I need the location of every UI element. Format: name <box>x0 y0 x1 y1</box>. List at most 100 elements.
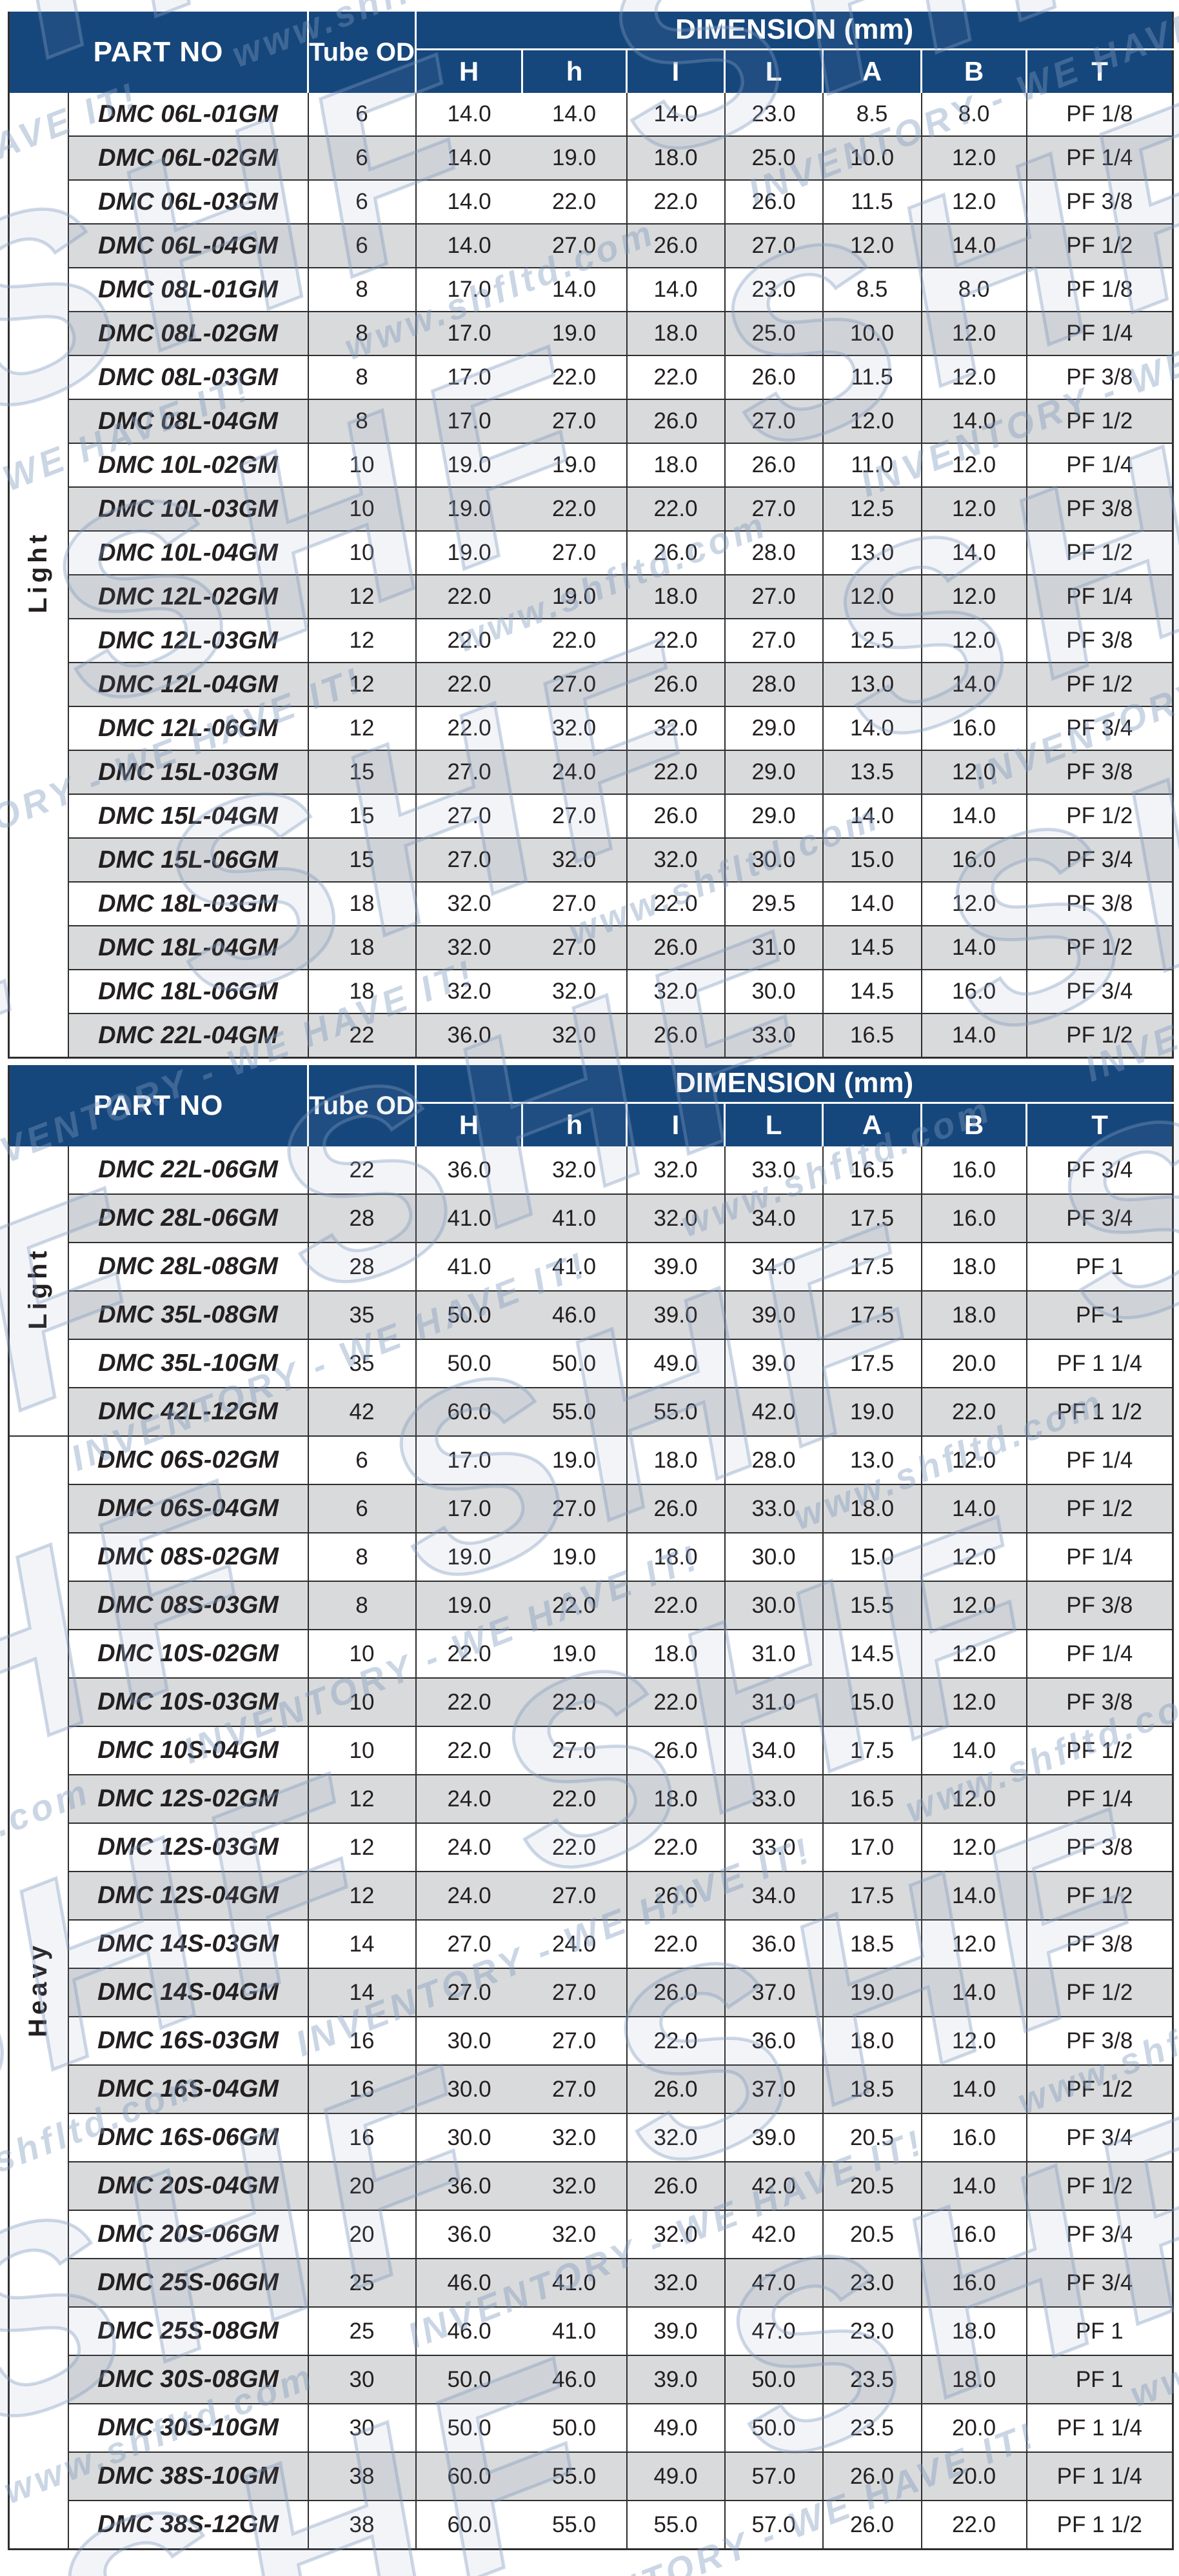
tube-od-cell: 12 <box>307 706 416 751</box>
dim-a-cell: 18.0 <box>822 1484 922 1533</box>
dim-t-cell: PF 3/8 <box>1025 1823 1173 1872</box>
dim-a-cell: 20.5 <box>822 2162 922 2211</box>
header-row-top: PART NO Tube OD DIMENSION (mm) <box>8 12 1173 93</box>
dim-l-cell: 36.0 <box>724 1920 823 1969</box>
dim-l-cell: 31.0 <box>724 1678 823 1727</box>
dim-i-cell: 32.0 <box>626 2113 725 2162</box>
dim-l-cell: 42.0 <box>724 1388 823 1437</box>
dim-h-lower-cell: 41.0 <box>522 1194 627 1243</box>
dim-b-cell: 14.0 <box>920 926 1027 970</box>
tube-od-cell: 28 <box>307 1194 416 1243</box>
table-row: DMC 08L-04GM 8 17.0 27.0 26.0 27.0 12.0 14.0 PF … <box>9 399 1173 444</box>
table-row: DMC 08L-01GM 8 17.0 14.0 14.0 23.0 8.5 8.0 PF 1/… <box>9 268 1173 312</box>
table-row: DMC 16S-03GM 16 30.0 27.0 22.0 36.0 18.0 12.0 PF… <box>9 2017 1173 2066</box>
dim-t-cell: PF 1/4 <box>1025 1775 1173 1824</box>
dim-h-lower-cell: 32.0 <box>522 838 627 883</box>
dim-a-cell: 23.0 <box>822 2307 922 2356</box>
dim-t-cell: PF 1/2 <box>1025 2162 1173 2211</box>
dim-l-cell: 26.0 <box>724 180 823 225</box>
dim-h-lower-cell: 46.0 <box>522 2355 627 2404</box>
tube-od-cell: 6 <box>307 224 416 268</box>
dim-h-cell: 14.0 <box>415 224 522 268</box>
table-row: DMC 12L-06GM 12 22.0 32.0 32.0 29.0 14.0 16.0 PF… <box>9 706 1173 751</box>
dim-t-cell: PF 3/8 <box>1025 355 1173 400</box>
dim-h-cell: 22.0 <box>415 1726 522 1775</box>
dim-b-cell: 18.0 <box>920 2355 1027 2404</box>
dim-b-cell: 18.0 <box>920 1291 1027 1340</box>
dim-i-cell: 18.0 <box>626 443 725 488</box>
dim-i-cell: 22.0 <box>626 750 725 795</box>
dim-i-cell: 22.0 <box>626 1581 725 1630</box>
part-no-cell: DMC 08S-03GM <box>67 1581 308 1630</box>
dim-t-cell: PF 3/4 <box>1025 1194 1173 1243</box>
dim-a-cell: 26.0 <box>822 2501 922 2550</box>
part-no-cell: DMC 30S-08GM <box>67 2355 308 2404</box>
dim-b-cell: 14.0 <box>920 1968 1027 2017</box>
part-no-cell: DMC 06L-03GM <box>67 180 308 225</box>
part-no-cell: DMC 18L-06GM <box>67 970 308 1014</box>
dim-h-cell: 36.0 <box>415 1146 522 1195</box>
dim-b-cell: 12.0 <box>920 180 1027 225</box>
part-no-cell: DMC 38S-10GM <box>67 2452 308 2501</box>
dim-h-cell: 60.0 <box>415 1388 522 1437</box>
dim-h-cell: 27.0 <box>415 1968 522 2017</box>
tube-od-cell: 10 <box>307 1726 416 1775</box>
part-no-cell: DMC 12S-02GM <box>67 1775 308 1824</box>
dim-h-lower-cell: 41.0 <box>522 1243 627 1292</box>
dim-t-cell: PF 1/4 <box>1025 575 1173 619</box>
table-row: DMC 14S-03GM 14 27.0 24.0 22.0 36.0 18.5 12.0 PF… <box>9 1920 1173 1969</box>
dim-h-cell: 19.0 <box>415 531 522 575</box>
dim-a-cell: 23.0 <box>822 2259 922 2308</box>
part-no-cell: DMC 15L-04GM <box>67 794 308 839</box>
column-header-i: I <box>626 1101 725 1146</box>
tube-od-cell: 6 <box>307 1484 416 1533</box>
dim-t-cell: PF 1 1/4 <box>1025 1339 1173 1388</box>
dim-a-cell: 17.5 <box>822 1243 922 1292</box>
table-row: DMC 30S-08GM 30 50.0 46.0 39.0 50.0 23.5 18.0 PF… <box>9 2355 1173 2404</box>
dim-b-cell: 12.0 <box>920 1678 1027 1727</box>
dim-b-cell: 16.0 <box>920 1146 1027 1195</box>
dim-l-cell: 50.0 <box>724 2355 823 2404</box>
dim-h-cell: 22.0 <box>415 1630 522 1679</box>
catalog-page: PART NO Tube OD DIMENSION (mm) H h I L A… <box>8 12 1174 2550</box>
tube-od-cell: 18 <box>307 970 416 1014</box>
tube-od-cell: 14 <box>307 1920 416 1969</box>
dim-h-cell: 17.0 <box>415 399 522 444</box>
dim-t-cell: PF 1 1/4 <box>1025 2452 1173 2501</box>
dim-a-cell: 17.5 <box>822 1872 922 1921</box>
dim-b-cell: 12.0 <box>920 487 1027 532</box>
part-no-cell: DMC 12S-03GM <box>67 1823 308 1872</box>
dim-a-cell: 23.5 <box>822 2355 922 2404</box>
dim-a-cell: 18.0 <box>822 2017 922 2066</box>
dim-t-cell: PF 3/8 <box>1025 487 1173 532</box>
dim-h-cell: 24.0 <box>415 1823 522 1872</box>
dim-h-cell: 22.0 <box>415 575 522 619</box>
dim-l-cell: 39.0 <box>724 2113 823 2162</box>
dim-t-cell: PF 3/4 <box>1025 1146 1173 1195</box>
table-row: DMC 22L-04GM 22 36.0 32.0 26.0 33.0 16.5 14.0 PF… <box>9 1013 1173 1059</box>
dim-h-cell: 30.0 <box>415 2113 522 2162</box>
tube-od-cell: 25 <box>307 2259 416 2308</box>
header-row-sub: H h I L A B T <box>9 48 1173 93</box>
dim-h-cell: 24.0 <box>415 1872 522 1921</box>
dim-l-cell: 33.0 <box>724 1484 823 1533</box>
table-row: DMC 10S-02GM 10 22.0 19.0 18.0 31.0 14.5 12.0 PF… <box>9 1630 1173 1679</box>
group-label-text: Light <box>24 530 53 614</box>
dim-t-cell: PF 1/4 <box>1025 136 1173 181</box>
dim-h-lower-cell: 22.0 <box>522 619 627 663</box>
table-row: DMC 08L-03GM 8 17.0 22.0 22.0 26.0 11.5 12.0 PF … <box>9 355 1173 400</box>
tube-od-cell: 12 <box>307 1775 416 1824</box>
dim-t-cell: PF 3/4 <box>1025 706 1173 751</box>
dim-b-cell: 20.0 <box>920 2452 1027 2501</box>
dim-i-cell: 18.0 <box>626 1436 725 1485</box>
dim-h-cell: 27.0 <box>415 750 522 795</box>
dim-b-cell: 12.0 <box>920 750 1027 795</box>
table-header: PART NO Tube OD DIMENSION (mm) H h I L A… <box>8 1065 1173 1146</box>
dim-h-cell: 14.0 <box>415 136 522 181</box>
dim-l-cell: 30.0 <box>724 838 823 883</box>
column-header-dimension: DIMENSION (mm) <box>415 12 1173 49</box>
dim-t-cell: PF 1/2 <box>1025 794 1173 839</box>
dim-l-cell: 34.0 <box>724 1872 823 1921</box>
dim-t-cell: PF 3/8 <box>1025 750 1173 795</box>
table-row: DMC 35L-10GM 35 50.0 50.0 49.0 39.0 17.5 20.0 PF… <box>9 1339 1173 1388</box>
